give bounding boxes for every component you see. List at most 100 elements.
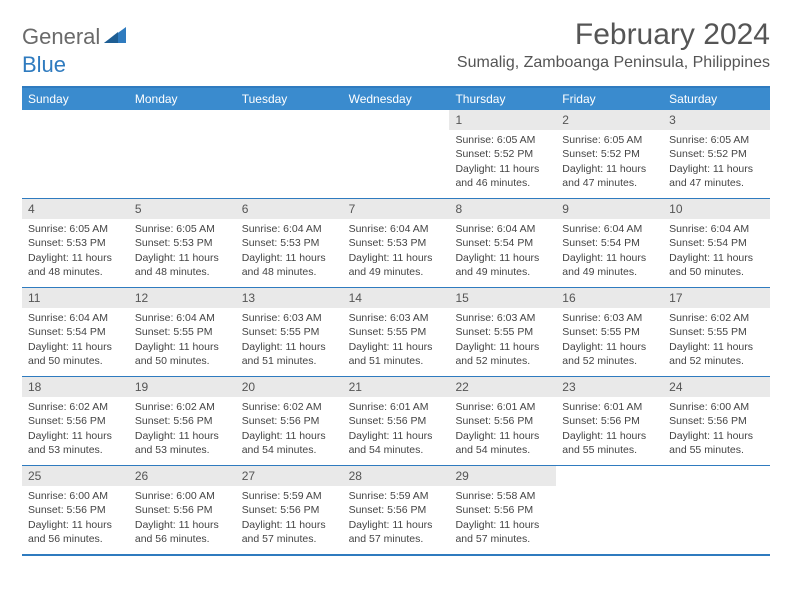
calendar-day: 27Sunrise: 5:59 AMSunset: 5:56 PMDayligh… xyxy=(236,466,343,554)
day-number: 7 xyxy=(343,199,450,219)
day-details: Sunrise: 5:58 AMSunset: 5:56 PMDaylight:… xyxy=(449,486,556,550)
calendar-day: 22Sunrise: 6:01 AMSunset: 5:56 PMDayligh… xyxy=(449,377,556,465)
day-details: Sunrise: 6:04 AMSunset: 5:54 PMDaylight:… xyxy=(449,219,556,283)
calendar-week: ....1Sunrise: 6:05 AMSunset: 5:52 PMDayl… xyxy=(22,110,770,199)
calendar-day: 19Sunrise: 6:02 AMSunset: 5:56 PMDayligh… xyxy=(129,377,236,465)
calendar-day: 21Sunrise: 6:01 AMSunset: 5:56 PMDayligh… xyxy=(343,377,450,465)
calendar-day: 4Sunrise: 6:05 AMSunset: 5:53 PMDaylight… xyxy=(22,199,129,287)
day-details: Sunrise: 6:00 AMSunset: 5:56 PMDaylight:… xyxy=(129,486,236,550)
calendar-day: 26Sunrise: 6:00 AMSunset: 5:56 PMDayligh… xyxy=(129,466,236,554)
day-number: 19 xyxy=(129,377,236,397)
day-number: 29 xyxy=(449,466,556,486)
day-details: Sunrise: 5:59 AMSunset: 5:56 PMDaylight:… xyxy=(343,486,450,550)
day-number: 26 xyxy=(129,466,236,486)
day-details: Sunrise: 6:05 AMSunset: 5:52 PMDaylight:… xyxy=(556,130,663,194)
calendar-day: 1Sunrise: 6:05 AMSunset: 5:52 PMDaylight… xyxy=(449,110,556,198)
calendar-day: . xyxy=(663,466,770,554)
day-number: 27 xyxy=(236,466,343,486)
day-details: Sunrise: 6:03 AMSunset: 5:55 PMDaylight:… xyxy=(449,308,556,372)
calendar-week: 11Sunrise: 6:04 AMSunset: 5:54 PMDayligh… xyxy=(22,288,770,377)
calendar-day: 23Sunrise: 6:01 AMSunset: 5:56 PMDayligh… xyxy=(556,377,663,465)
day-details: Sunrise: 6:02 AMSunset: 5:56 PMDaylight:… xyxy=(236,397,343,461)
day-details: Sunrise: 5:59 AMSunset: 5:56 PMDaylight:… xyxy=(236,486,343,550)
calendar-day: 3Sunrise: 6:05 AMSunset: 5:52 PMDaylight… xyxy=(663,110,770,198)
day-details: Sunrise: 6:01 AMSunset: 5:56 PMDaylight:… xyxy=(556,397,663,461)
calendar-day: 20Sunrise: 6:02 AMSunset: 5:56 PMDayligh… xyxy=(236,377,343,465)
calendar-day: 5Sunrise: 6:05 AMSunset: 5:53 PMDaylight… xyxy=(129,199,236,287)
calendar-day: 28Sunrise: 5:59 AMSunset: 5:56 PMDayligh… xyxy=(343,466,450,554)
day-details: Sunrise: 6:05 AMSunset: 5:53 PMDaylight:… xyxy=(22,219,129,283)
day-number: 20 xyxy=(236,377,343,397)
calendar-day: 10Sunrise: 6:04 AMSunset: 5:54 PMDayligh… xyxy=(663,199,770,287)
day-details: Sunrise: 6:01 AMSunset: 5:56 PMDaylight:… xyxy=(449,397,556,461)
day-number: 3 xyxy=(663,110,770,130)
calendar-day: 6Sunrise: 6:04 AMSunset: 5:53 PMDaylight… xyxy=(236,199,343,287)
calendar-day: 17Sunrise: 6:02 AMSunset: 5:55 PMDayligh… xyxy=(663,288,770,376)
day-number: 18 xyxy=(22,377,129,397)
day-details: Sunrise: 6:02 AMSunset: 5:55 PMDaylight:… xyxy=(663,308,770,372)
day-details: Sunrise: 6:04 AMSunset: 5:54 PMDaylight:… xyxy=(556,219,663,283)
day-details: Sunrise: 6:04 AMSunset: 5:53 PMDaylight:… xyxy=(343,219,450,283)
calendar-day: . xyxy=(22,110,129,198)
calendar-week: 25Sunrise: 6:00 AMSunset: 5:56 PMDayligh… xyxy=(22,466,770,556)
weekday-saturday: Saturday xyxy=(663,88,770,110)
day-number: 1 xyxy=(449,110,556,130)
brand-logo: General xyxy=(22,18,130,50)
day-number: 9 xyxy=(556,199,663,219)
weekday-thursday: Thursday xyxy=(449,88,556,110)
calendar-day: 13Sunrise: 6:03 AMSunset: 5:55 PMDayligh… xyxy=(236,288,343,376)
day-details: Sunrise: 6:04 AMSunset: 5:54 PMDaylight:… xyxy=(22,308,129,372)
day-number: 10 xyxy=(663,199,770,219)
calendar-day: 12Sunrise: 6:04 AMSunset: 5:55 PMDayligh… xyxy=(129,288,236,376)
weekday-sunday: Sunday xyxy=(22,88,129,110)
day-number: 22 xyxy=(449,377,556,397)
day-details: Sunrise: 6:05 AMSunset: 5:52 PMDaylight:… xyxy=(663,130,770,194)
brand-text-2: Blue xyxy=(22,52,66,77)
day-number: 25 xyxy=(22,466,129,486)
day-details: Sunrise: 6:03 AMSunset: 5:55 PMDaylight:… xyxy=(236,308,343,372)
day-number: 12 xyxy=(129,288,236,308)
day-details: Sunrise: 6:00 AMSunset: 5:56 PMDaylight:… xyxy=(663,397,770,461)
day-number: 13 xyxy=(236,288,343,308)
day-number: 15 xyxy=(449,288,556,308)
day-details: Sunrise: 6:05 AMSunset: 5:52 PMDaylight:… xyxy=(449,130,556,194)
calendar-day: 15Sunrise: 6:03 AMSunset: 5:55 PMDayligh… xyxy=(449,288,556,376)
day-number: 4 xyxy=(22,199,129,219)
day-details: Sunrise: 6:02 AMSunset: 5:56 PMDaylight:… xyxy=(22,397,129,461)
day-details: Sunrise: 6:04 AMSunset: 5:54 PMDaylight:… xyxy=(663,219,770,283)
calendar-day: 7Sunrise: 6:04 AMSunset: 5:53 PMDaylight… xyxy=(343,199,450,287)
day-number: 5 xyxy=(129,199,236,219)
weekday-monday: Monday xyxy=(129,88,236,110)
day-details: Sunrise: 6:05 AMSunset: 5:53 PMDaylight:… xyxy=(129,219,236,283)
day-details: Sunrise: 6:01 AMSunset: 5:56 PMDaylight:… xyxy=(343,397,450,461)
brand-triangle-icon xyxy=(104,27,126,48)
calendar-day: 16Sunrise: 6:03 AMSunset: 5:55 PMDayligh… xyxy=(556,288,663,376)
day-details: Sunrise: 6:02 AMSunset: 5:56 PMDaylight:… xyxy=(129,397,236,461)
day-number: 2 xyxy=(556,110,663,130)
calendar-day: 8Sunrise: 6:04 AMSunset: 5:54 PMDaylight… xyxy=(449,199,556,287)
location-subtitle: Sumalig, Zamboanga Peninsula, Philippine… xyxy=(457,54,770,72)
calendar-day: 2Sunrise: 6:05 AMSunset: 5:52 PMDaylight… xyxy=(556,110,663,198)
weekday-friday: Friday xyxy=(556,88,663,110)
calendar-day: 25Sunrise: 6:00 AMSunset: 5:56 PMDayligh… xyxy=(22,466,129,554)
day-details: Sunrise: 6:00 AMSunset: 5:56 PMDaylight:… xyxy=(22,486,129,550)
day-number: 28 xyxy=(343,466,450,486)
calendar-day: 11Sunrise: 6:04 AMSunset: 5:54 PMDayligh… xyxy=(22,288,129,376)
day-details: Sunrise: 6:04 AMSunset: 5:53 PMDaylight:… xyxy=(236,219,343,283)
day-number: 21 xyxy=(343,377,450,397)
calendar-day: . xyxy=(343,110,450,198)
calendar-grid: SundayMondayTuesdayWednesdayThursdayFrid… xyxy=(22,86,770,556)
day-number: 6 xyxy=(236,199,343,219)
calendar-week: 18Sunrise: 6:02 AMSunset: 5:56 PMDayligh… xyxy=(22,377,770,466)
day-details: Sunrise: 6:04 AMSunset: 5:55 PMDaylight:… xyxy=(129,308,236,372)
day-number: 11 xyxy=(22,288,129,308)
calendar-day: . xyxy=(129,110,236,198)
day-number: 14 xyxy=(343,288,450,308)
day-number: 16 xyxy=(556,288,663,308)
title-block: February 2024 Sumalig, Zamboanga Peninsu… xyxy=(457,18,770,72)
calendar-day: . xyxy=(236,110,343,198)
day-details: Sunrise: 6:03 AMSunset: 5:55 PMDaylight:… xyxy=(556,308,663,372)
weekday-header-row: SundayMondayTuesdayWednesdayThursdayFrid… xyxy=(22,88,770,110)
calendar-day: 29Sunrise: 5:58 AMSunset: 5:56 PMDayligh… xyxy=(449,466,556,554)
day-details: Sunrise: 6:03 AMSunset: 5:55 PMDaylight:… xyxy=(343,308,450,372)
